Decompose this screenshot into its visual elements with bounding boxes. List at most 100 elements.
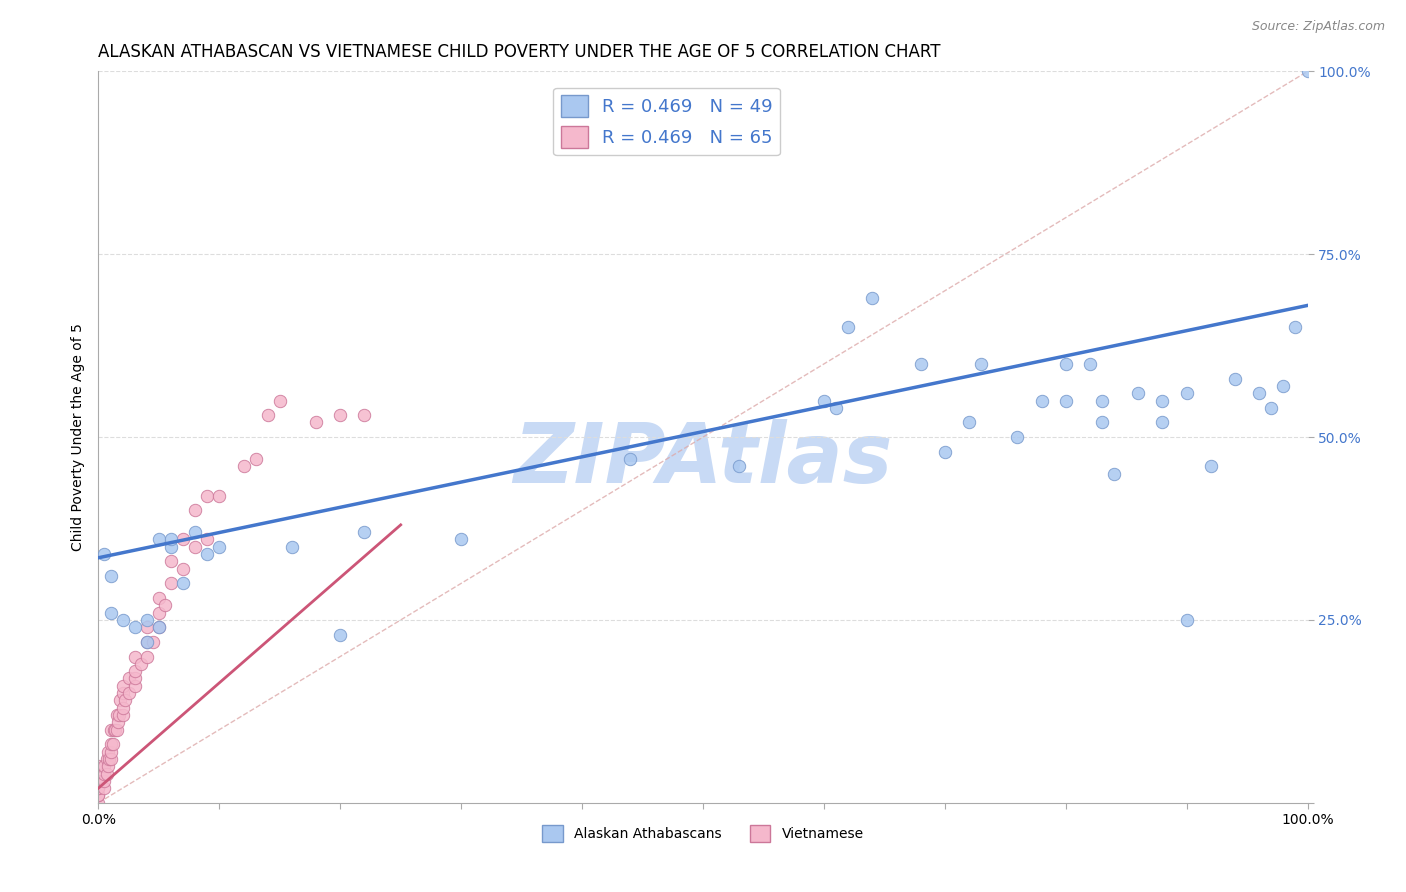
Point — [208, 489, 231, 503]
Point — [100, 569, 122, 583]
Point — [184, 503, 207, 517]
Point — [329, 408, 352, 422]
Y-axis label: Child Poverty Under the Age of 5: Child Poverty Under the Age of 5 — [70, 323, 84, 551]
Point — [100, 606, 122, 620]
Point — [93, 781, 115, 796]
Point — [87, 773, 110, 788]
Point — [1007, 430, 1029, 444]
Legend: Alaskan Athabascans, Vietnamese: Alaskan Athabascans, Vietnamese — [537, 819, 869, 847]
Point — [148, 620, 170, 634]
Point — [172, 533, 194, 547]
Point — [160, 533, 183, 547]
Point — [195, 533, 218, 547]
Point — [87, 759, 110, 773]
Point — [910, 357, 932, 371]
Point — [111, 679, 134, 693]
Point — [1091, 416, 1114, 430]
Point — [97, 759, 120, 773]
Point — [256, 408, 278, 422]
Point — [98, 752, 121, 766]
Point — [1272, 379, 1295, 393]
Point — [281, 540, 304, 554]
Point — [619, 452, 641, 467]
Point — [96, 766, 118, 780]
Point — [160, 554, 183, 568]
Point — [1078, 357, 1101, 371]
Point — [135, 635, 157, 649]
Point — [105, 723, 128, 737]
Point — [184, 540, 207, 554]
Point — [111, 708, 134, 723]
Point — [93, 547, 115, 561]
Point — [129, 657, 152, 671]
Point — [114, 693, 136, 707]
Point — [825, 401, 848, 415]
Point — [813, 393, 835, 408]
Point — [353, 408, 375, 422]
Point — [934, 444, 956, 458]
Point — [142, 635, 165, 649]
Point — [1249, 386, 1271, 401]
Point — [124, 664, 146, 678]
Point — [353, 525, 375, 540]
Point — [124, 620, 146, 634]
Point — [1175, 386, 1198, 401]
Point — [153, 599, 176, 613]
Point — [269, 393, 291, 408]
Point — [1223, 371, 1246, 385]
Point — [1128, 386, 1150, 401]
Point — [87, 796, 110, 810]
Point — [87, 773, 110, 788]
Point — [87, 781, 110, 796]
Point — [100, 745, 122, 759]
Point — [111, 700, 134, 714]
Point — [118, 672, 141, 686]
Point — [148, 620, 170, 634]
Point — [135, 620, 157, 634]
Point — [87, 789, 110, 803]
Point — [148, 591, 170, 605]
Point — [329, 627, 352, 641]
Point — [100, 752, 122, 766]
Point — [1091, 393, 1114, 408]
Point — [305, 416, 328, 430]
Point — [970, 357, 993, 371]
Point — [1152, 393, 1174, 408]
Point — [135, 635, 157, 649]
Point — [1102, 467, 1125, 481]
Point — [1296, 64, 1319, 78]
Point — [111, 686, 134, 700]
Point — [208, 540, 231, 554]
Point — [103, 723, 125, 737]
Point — [96, 752, 118, 766]
Point — [135, 613, 157, 627]
Point — [135, 649, 157, 664]
Point — [728, 459, 751, 474]
Point — [100, 737, 122, 751]
Point — [105, 708, 128, 723]
Point — [87, 781, 110, 796]
Point — [172, 562, 194, 576]
Point — [124, 649, 146, 664]
Point — [1199, 459, 1222, 474]
Point — [93, 759, 115, 773]
Text: ZIPAtlas: ZIPAtlas — [513, 418, 893, 500]
Point — [100, 723, 122, 737]
Point — [172, 576, 194, 591]
Point — [1284, 320, 1306, 334]
Point — [124, 672, 146, 686]
Point — [111, 613, 134, 627]
Point — [124, 679, 146, 693]
Point — [148, 533, 170, 547]
Point — [160, 576, 183, 591]
Point — [1031, 393, 1053, 408]
Point — [195, 489, 218, 503]
Point — [1054, 357, 1077, 371]
Point — [101, 737, 124, 751]
Text: ALASKAN ATHABASCAN VS VIETNAMESE CHILD POVERTY UNDER THE AGE OF 5 CORRELATION CH: ALASKAN ATHABASCAN VS VIETNAMESE CHILD P… — [98, 44, 941, 62]
Point — [148, 606, 170, 620]
Point — [184, 525, 207, 540]
Point — [450, 533, 472, 547]
Point — [837, 320, 859, 334]
Point — [232, 459, 254, 474]
